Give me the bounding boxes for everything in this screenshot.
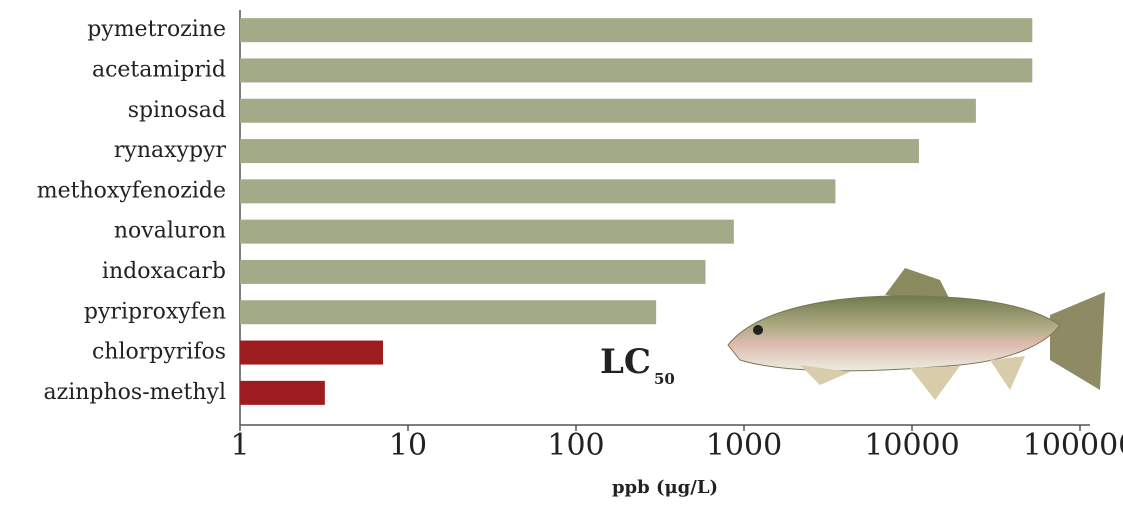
y-tick-label: azinphos-methyl <box>44 380 227 405</box>
y-tick-label: chlorpyrifos <box>92 340 226 365</box>
bar <box>240 179 836 204</box>
bar <box>240 139 919 164</box>
x-tick-label: 100 <box>547 428 604 463</box>
bar <box>240 300 657 325</box>
bar <box>240 98 976 123</box>
x-tick-label: 10000 <box>864 428 959 463</box>
y-tick-label: spinosad <box>128 98 226 123</box>
annotation: LC <box>600 342 651 382</box>
y-tick-label: acetamiprid <box>92 57 226 82</box>
bar <box>240 380 325 405</box>
x-tick-label: 1000 <box>706 428 782 463</box>
bar <box>240 219 734 244</box>
x-tick-label: 10 <box>389 428 427 463</box>
bar <box>240 259 706 284</box>
fish-illustration <box>727 268 1105 400</box>
bar <box>240 58 1033 83</box>
x-tick-label: 100000 <box>1023 428 1123 463</box>
y-tick-label: pymetrozine <box>87 17 226 42</box>
bar <box>240 340 384 365</box>
x-tick-label: 1 <box>230 428 249 463</box>
y-tick-label: novaluron <box>114 219 226 244</box>
annotation-subscript: 50 <box>654 370 675 388</box>
y-tick-label: pyriproxyfen <box>84 299 226 324</box>
y-tick-label: methoxyfenozide <box>37 178 226 203</box>
x-axis-label: ppb (μg/L) <box>612 477 718 498</box>
y-tick-label: rynaxypyr <box>114 138 227 163</box>
bar <box>240 18 1033 43</box>
y-tick-label: indoxacarb <box>102 259 226 284</box>
